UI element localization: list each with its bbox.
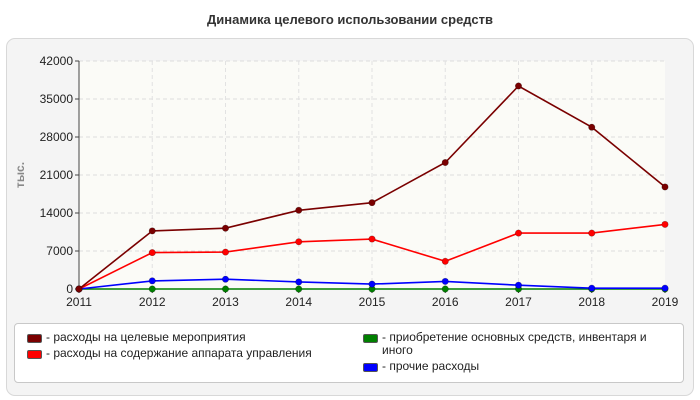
x-tick-label: 2019 [652,295,679,309]
data-point [222,285,230,293]
data-point [368,280,376,288]
data-point [368,199,376,207]
y-axis-label: тыс. [13,162,27,188]
legend-label: - расходы на целевые мероприятия [46,330,246,344]
y-tick-label: 42000 [40,54,74,68]
data-point [148,249,156,257]
data-point [441,257,449,265]
legend-label: - расходы на содержание аппарата управле… [46,346,312,360]
y-tick-label: 28000 [40,130,74,144]
data-point [222,224,230,232]
legend-label: - приобретение основных средств, инвента… [382,330,647,357]
data-point [514,229,522,237]
x-tick-label: 2012 [139,295,166,309]
data-point [588,123,596,131]
legend-item-targeted-events: - расходы на целевые мероприятия [27,331,347,344]
data-point [295,238,303,246]
legend-label: - прочие расходы [382,359,480,373]
x-tick-label: 2015 [359,295,386,309]
data-point [441,285,449,293]
data-point [148,227,156,235]
data-point [368,235,376,243]
y-tick-label: 21000 [40,168,74,182]
y-tick-label: 35000 [40,92,74,106]
data-point [295,278,303,286]
y-tick-label: 7000 [46,244,73,258]
data-point [661,183,669,191]
data-point [148,285,156,293]
data-point [75,285,83,293]
legend-item-admin-costs: - расходы на содержание аппарата управле… [27,347,347,360]
x-tick-label: 2011 [66,295,92,309]
legend-swatch-fixed-assets [363,334,378,343]
data-point [588,284,596,292]
x-tick-label: 2016 [432,295,459,309]
legend: - расходы на целевые мероприятия - расхо… [14,323,684,383]
data-point [588,229,596,237]
legend-item-other-expenses: - прочие расходы [363,360,678,373]
x-tick-label: 2018 [578,295,605,309]
data-point [661,220,669,228]
data-point [222,275,230,283]
data-point [441,159,449,167]
data-point [514,82,522,90]
data-point [222,248,230,256]
data-point [514,281,522,289]
legend-item-fixed-assets: - приобретение основных средств, инвента… [363,331,678,357]
x-tick-label: 2017 [505,295,532,309]
data-point [441,277,449,285]
chart-title: Динамика целевого использовании средств [207,12,493,27]
data-point [148,277,156,285]
tick-labels: 0 7000 14000 21000 28000 35000 42000 2011 2012 20… [40,54,679,309]
data-point [661,284,669,292]
y-tick-label: 14000 [40,206,74,220]
data-point [295,285,303,293]
series-layer [75,82,669,293]
x-tick-label: 2013 [212,295,239,309]
legend-swatch-other-expenses [363,363,378,372]
y-tick-label: 0 [66,282,73,296]
legend-swatch-admin-costs [27,350,42,359]
legend-swatch-targeted-events [27,334,42,343]
x-tick-label: 2014 [285,295,312,309]
data-point [295,206,303,214]
